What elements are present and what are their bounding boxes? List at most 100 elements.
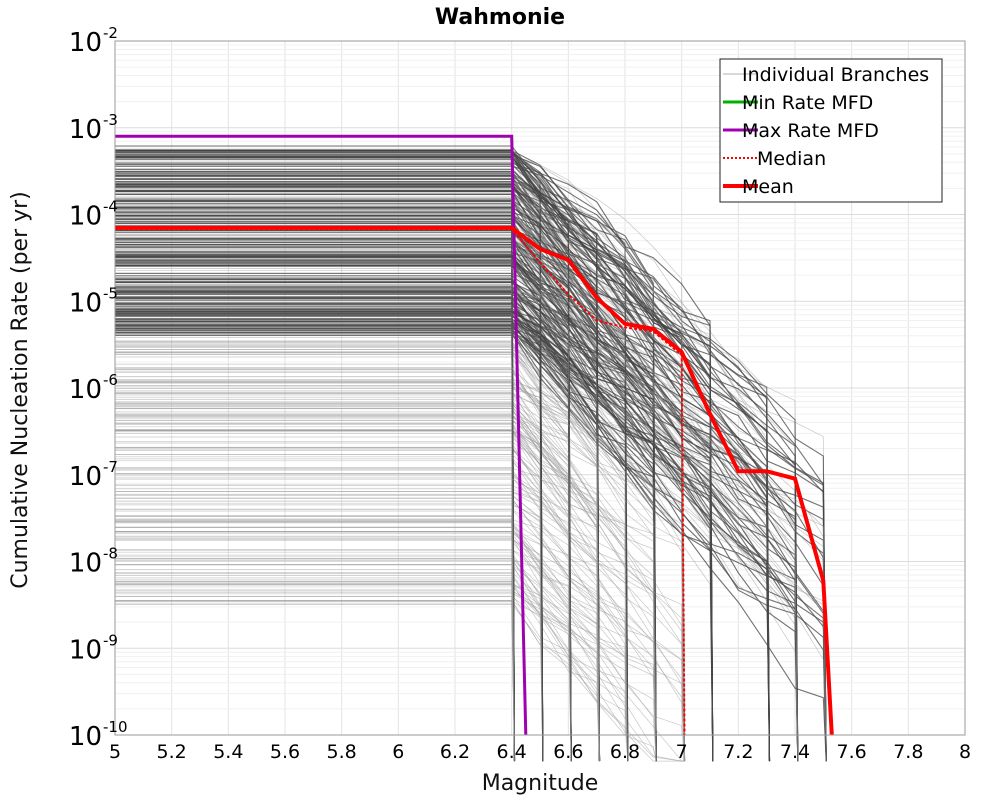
branch-line: [115, 178, 771, 762]
x-tick-label: 5.2: [157, 741, 187, 763]
series-median: [115, 228, 686, 736]
svg-text:-2: -2: [103, 24, 118, 42]
svg-text:-7: -7: [103, 458, 118, 476]
branch-line: [115, 397, 657, 762]
branch-line: [115, 417, 657, 762]
branch-line: [115, 454, 685, 762]
svg-text:-4: -4: [103, 198, 118, 216]
branch-line: [115, 238, 714, 762]
legend: Individual Branches Min Rate MFD Max Rate …: [719, 58, 943, 203]
branch-line: [115, 596, 572, 762]
branch-line: [115, 599, 600, 762]
branch-line: [115, 190, 827, 762]
branch-line: [115, 551, 600, 762]
branch-line: [115, 245, 827, 762]
x-tick-label: 5.6: [270, 741, 300, 763]
y-tick-label: 10 -10: [69, 718, 128, 752]
x-tick-labels: 5 5.2 5.4 5.6 5.8 6 6.2 6.4 6.6 6.8 7 7.2 7.4 7.6 7.8 8: [109, 741, 971, 763]
branch-line: [115, 484, 657, 762]
branch-line: [115, 269, 714, 762]
branch-line: [115, 406, 657, 762]
branch-line: [115, 284, 600, 762]
branch-line: [115, 500, 600, 762]
y-tick-label: 10 -2: [69, 24, 118, 58]
x-tick-label: 6: [392, 741, 404, 763]
x-tick-label: 5.4: [213, 741, 243, 763]
branch-line: [115, 150, 601, 762]
branch-line: [115, 478, 657, 762]
branch-line: [115, 251, 827, 762]
branch-line: [115, 495, 657, 762]
y-tick-label: 10 -9: [69, 631, 118, 665]
legend-label: Individual Branches: [742, 64, 929, 86]
legend-item: Max Rate MFD: [723, 120, 879, 142]
branch-line: [115, 203, 516, 762]
x-tick-label: 7.4: [780, 741, 810, 763]
svg-text:10: 10: [69, 202, 102, 232]
branch-line: [115, 468, 600, 762]
x-tick-label: 6.6: [553, 741, 583, 763]
branch-line: [115, 413, 600, 762]
branch-line: [115, 181, 714, 762]
svg-text:10: 10: [69, 288, 102, 318]
legend-item: Min Rate MFD: [723, 92, 873, 114]
x-tick-label: 7.6: [837, 741, 867, 763]
svg-text:10: 10: [69, 28, 102, 58]
legend-label: Mean: [742, 176, 794, 198]
branch-line: [115, 583, 657, 762]
x-tick-label: 5: [109, 741, 121, 763]
svg-text:-3: -3: [103, 111, 118, 129]
branch-line: [115, 215, 771, 762]
branch-line: [115, 302, 544, 762]
branch-line: [115, 603, 629, 762]
branch-line: [115, 238, 827, 762]
svg-text:10: 10: [69, 115, 102, 145]
branch-line: [115, 432, 657, 762]
branch-line: [115, 177, 714, 762]
branch-line: [115, 165, 714, 762]
branch-line: [115, 498, 657, 762]
branch-line: [115, 267, 572, 762]
svg-text:10: 10: [69, 549, 102, 579]
y-tick-label: 10 -5: [69, 284, 118, 318]
branch-line: [115, 321, 827, 762]
x-tick-label: 8: [959, 741, 971, 763]
branch-line: [115, 325, 771, 762]
plot-frame: [114, 40, 966, 736]
branch-line: [115, 297, 771, 762]
x-tick-label: 7.2: [723, 741, 753, 763]
branch-line: [115, 237, 827, 762]
x-tick-label: 6.2: [440, 741, 470, 763]
x-tick-label: 6.8: [610, 741, 640, 763]
svg-text:-8: -8: [103, 545, 118, 563]
branch-line: [115, 254, 714, 762]
branch-line: [115, 367, 685, 762]
branch-line: [115, 163, 714, 762]
y-tick-label: 10 -6: [69, 371, 118, 405]
svg-text:10: 10: [69, 375, 102, 405]
svg-text:-10: -10: [103, 718, 128, 736]
svg-text:-5: -5: [103, 284, 118, 302]
x-tick-label: 7.8: [893, 741, 923, 763]
legend-item: Mean: [723, 176, 794, 198]
branch-line: [115, 267, 827, 762]
svg-text:10: 10: [69, 635, 102, 665]
y-tick-label: 10 -4: [69, 198, 118, 232]
branch-line: [115, 189, 657, 762]
branch-line: [115, 290, 771, 762]
branch-line: [115, 314, 827, 762]
branch-line: [115, 145, 657, 762]
individual-branches: [115, 145, 827, 762]
branch-line: [115, 592, 657, 762]
branch-line: [115, 448, 629, 762]
branch-line: [115, 204, 714, 762]
y-axis-label: Cumulative Nucleation Rate (per yr): [8, 191, 33, 589]
branch-line: [115, 178, 657, 762]
branch-line: [115, 253, 657, 762]
branch-line: [115, 382, 600, 762]
legend-label: Min Rate MFD: [742, 92, 873, 114]
x-tick-label: 7: [676, 741, 688, 763]
branch-line: [115, 173, 770, 762]
